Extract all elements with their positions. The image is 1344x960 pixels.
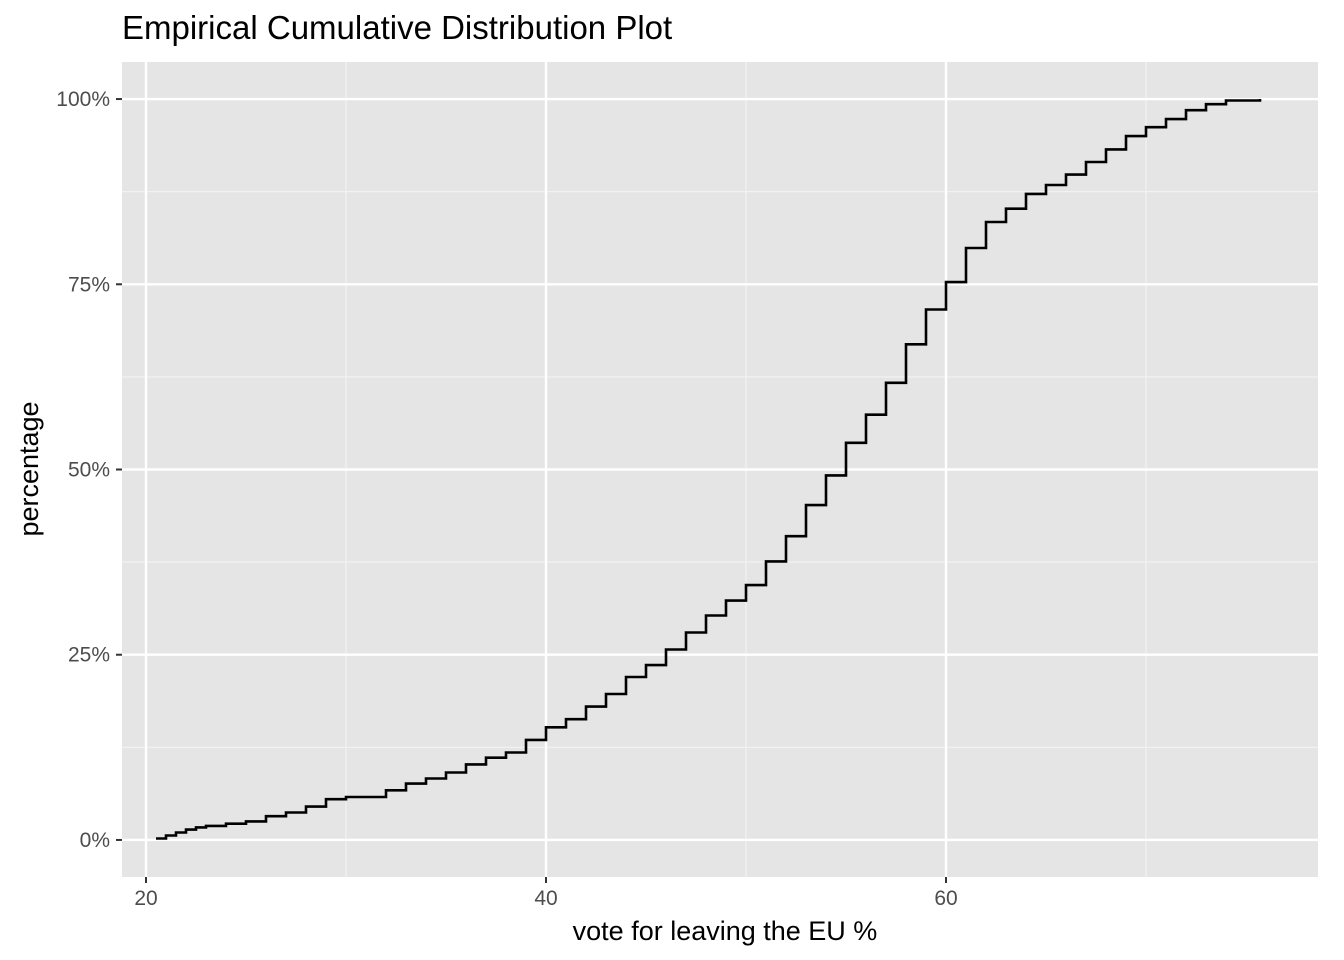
x-axis-title: vote for leaving the EU % bbox=[573, 916, 878, 946]
y-axis-title: percentage bbox=[14, 401, 44, 536]
y-tick-label: 75% bbox=[68, 273, 110, 296]
y-tick-label: 0% bbox=[80, 829, 110, 852]
grid-lines bbox=[122, 62, 1318, 877]
ecdf-line bbox=[156, 99, 1262, 840]
x-tick-label: 20 bbox=[134, 887, 157, 910]
y-tick-label: 50% bbox=[68, 459, 110, 482]
y-axis: 0% 25% 50% 75% 100% bbox=[56, 88, 122, 852]
x-tick-label: 40 bbox=[534, 887, 557, 910]
chart-title: Empirical Cumulative Distribution Plot bbox=[122, 9, 672, 46]
y-tick-label: 100% bbox=[56, 88, 110, 111]
x-axis: 20 40 60 bbox=[134, 877, 958, 910]
y-tick-label: 25% bbox=[68, 644, 110, 667]
series-layer bbox=[156, 99, 1262, 840]
x-tick-label: 60 bbox=[934, 887, 957, 910]
